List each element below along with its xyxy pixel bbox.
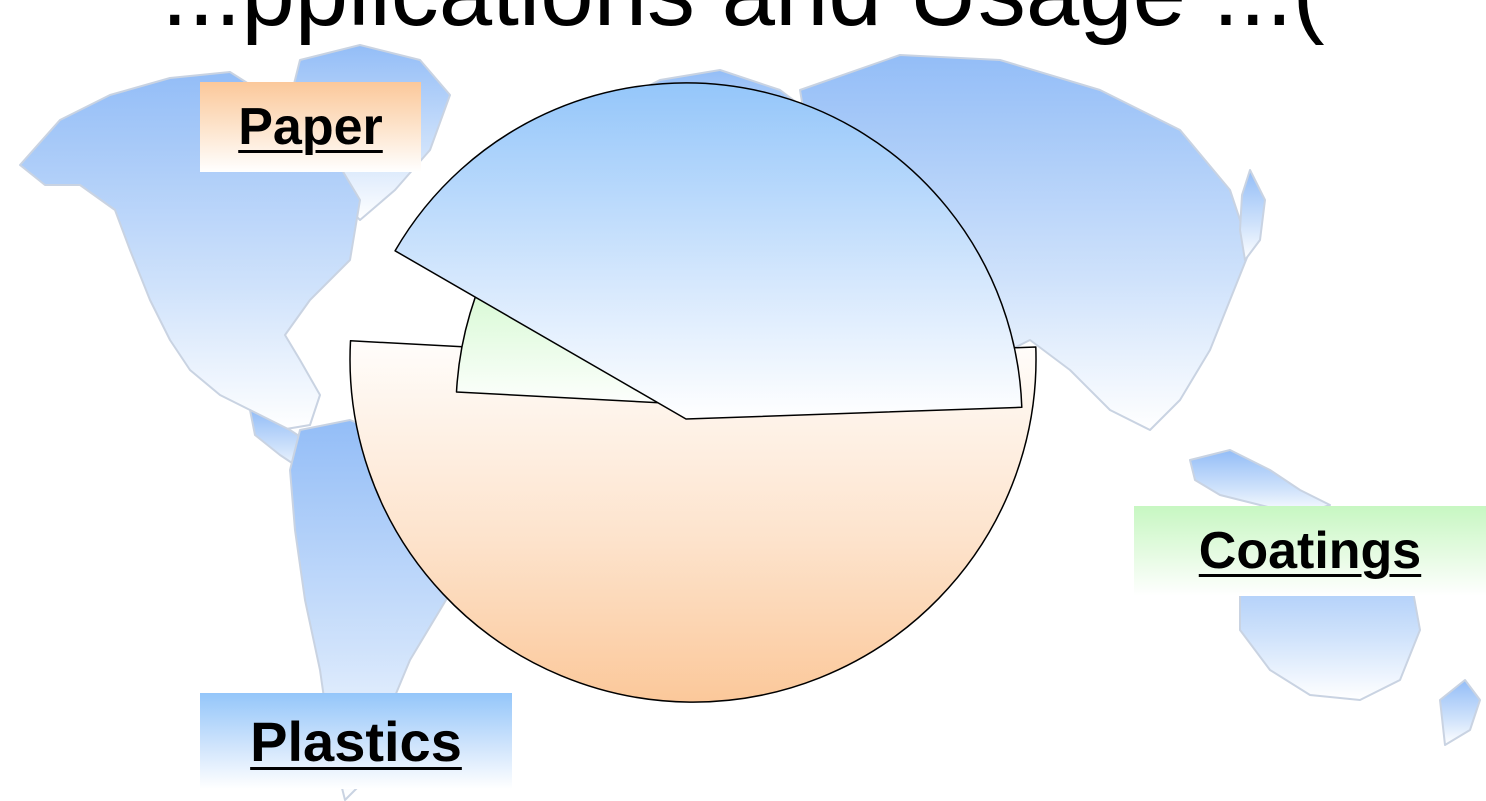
slice-label-coatings: Coatings (1134, 506, 1486, 596)
pie-slice-paper (349, 340, 1037, 703)
japan-shape (1239, 169, 1266, 261)
chart-title: ...pplications and Usage ...( (161, 0, 1324, 48)
pie-slice-plastics (394, 82, 1023, 420)
slice-label-plastics: Plastics (200, 693, 512, 789)
slice-label-paper: Paper (200, 82, 421, 172)
new-zealand-shape (1439, 679, 1481, 746)
